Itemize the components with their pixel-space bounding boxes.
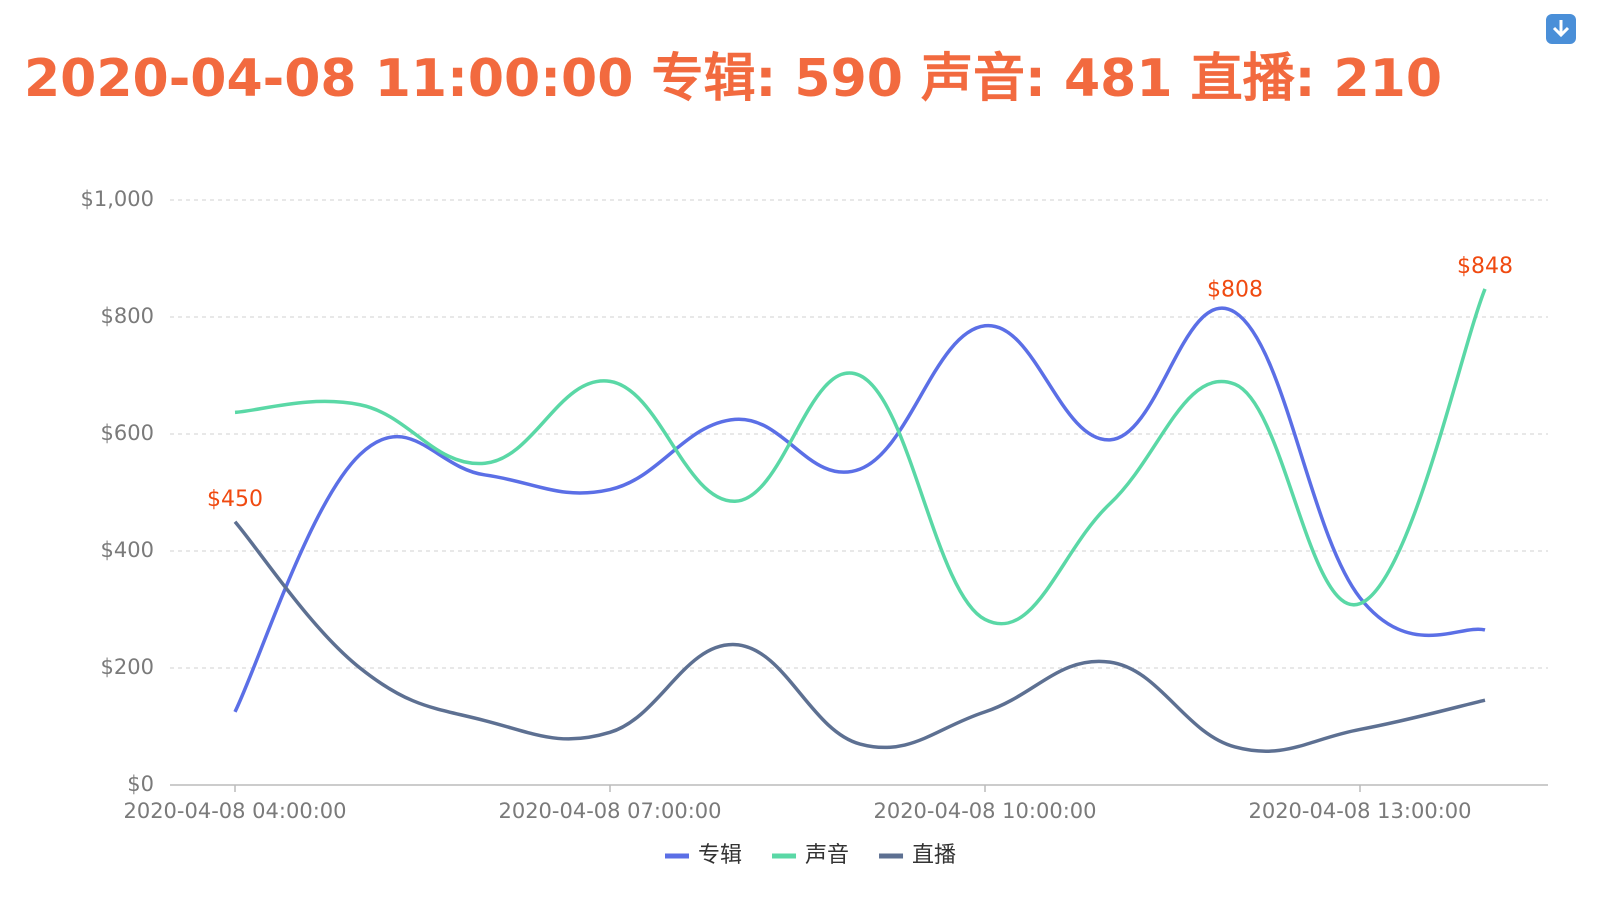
chart-title: 2020-04-08 11:00:00 专辑: 590 声音: 481 直播: …	[24, 49, 1442, 109]
series-line	[234, 288, 1487, 626]
y-tick-label: $1,000	[81, 187, 154, 211]
x-tick-label: 2020-04-08 07:00:00	[498, 799, 721, 823]
data-label: $848	[1457, 254, 1513, 279]
y-tick-label: $600	[101, 421, 154, 445]
x-tick-label: 2020-04-08 10:00:00	[873, 799, 1096, 823]
y-tick-label: $0	[127, 772, 154, 796]
series-line	[233, 520, 1486, 753]
legend-label: 直播	[912, 843, 956, 868]
y-tick-label: $400	[101, 538, 154, 562]
data-label: $450	[207, 487, 263, 512]
x-tick-label: 2020-04-08 04:00:00	[123, 799, 346, 823]
series-line	[233, 306, 1486, 713]
download-button[interactable]	[1546, 14, 1576, 44]
y-tick-label: $800	[101, 304, 154, 328]
legend-label: 声音	[805, 843, 849, 868]
y-tick-label: $200	[101, 655, 154, 679]
data-label: $808	[1207, 277, 1263, 302]
x-tick-label: 2020-04-08 13:00:00	[1248, 799, 1471, 823]
legend-label: 专辑	[698, 843, 742, 868]
